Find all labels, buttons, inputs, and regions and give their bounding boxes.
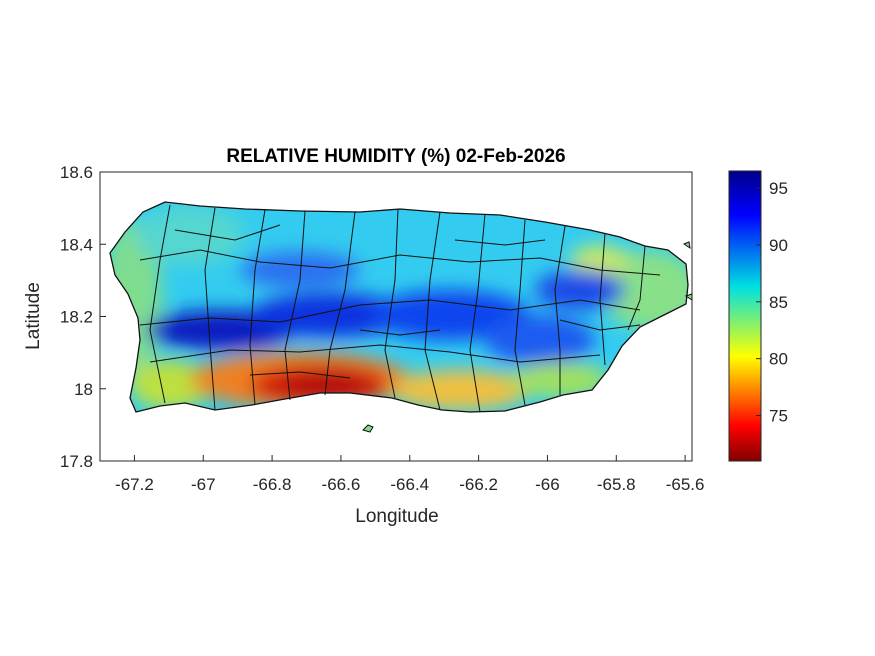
colorbar-gradient <box>728 170 762 462</box>
colorbar-ticks: 95 90 85 80 75 <box>756 179 788 426</box>
x-axis-ticks: -67.2 -67 -66.8 -66.6 -66.4 -66.2 -66 -65.8 -65.… <box>115 455 704 494</box>
x-tick-label: -65.6 <box>666 475 705 494</box>
rh-zone-interior-north <box>240 252 360 288</box>
y-tick-label: 18 <box>74 380 93 399</box>
y-tick-label: 18.6 <box>60 163 93 182</box>
rh-zone-central-3 <box>370 290 530 340</box>
x-tick-label: -66.8 <box>253 475 292 494</box>
x-tick-label: -65.8 <box>597 475 636 494</box>
rh-zone-south-west <box>130 360 210 410</box>
colorbar: 95 90 85 80 75 <box>728 170 788 462</box>
x-tick-label: -66.2 <box>459 475 498 494</box>
x-axis-label: Longitude <box>355 506 438 527</box>
colorbar-tick-label: 90 <box>769 236 788 255</box>
coastline <box>109 201 689 413</box>
east-islets <box>682 241 693 301</box>
colorbar-tick-label: 80 <box>769 350 788 369</box>
x-tick-label: -66 <box>535 475 560 494</box>
x-tick-label: -67.2 <box>115 475 154 494</box>
caja-de-muertos-islet <box>362 424 374 433</box>
rh-zone-northeast <box>535 270 625 310</box>
x-tick-label: -66.4 <box>390 475 429 494</box>
rh-zone-south-core <box>285 373 365 397</box>
chart-title: RELATIVE HUMIDITY (%) 02-Feb-2026 <box>226 146 565 167</box>
puerto-rico-map <box>109 201 693 433</box>
y-tick-label: 18.2 <box>60 308 93 327</box>
colorbar-tick-label: 85 <box>769 293 788 312</box>
municipality-boundaries <box>139 204 661 413</box>
y-axis-label: Latitude <box>23 282 44 350</box>
y-tick-label: 17.8 <box>60 452 93 471</box>
rh-zone-central-4 <box>485 315 595 365</box>
rh-zone-south-coast <box>390 370 530 410</box>
y-tick-label: 18.4 <box>60 235 93 254</box>
y-axis-ticks: 18.6 18.4 18.2 18 17.8 <box>60 163 106 471</box>
x-tick-label: -67 <box>191 475 216 494</box>
colorbar-tick-label: 75 <box>769 407 788 426</box>
rh-zone-northwest <box>135 205 245 265</box>
x-tick-label: -66.6 <box>322 475 361 494</box>
colorbar-tick-label: 95 <box>769 179 788 198</box>
